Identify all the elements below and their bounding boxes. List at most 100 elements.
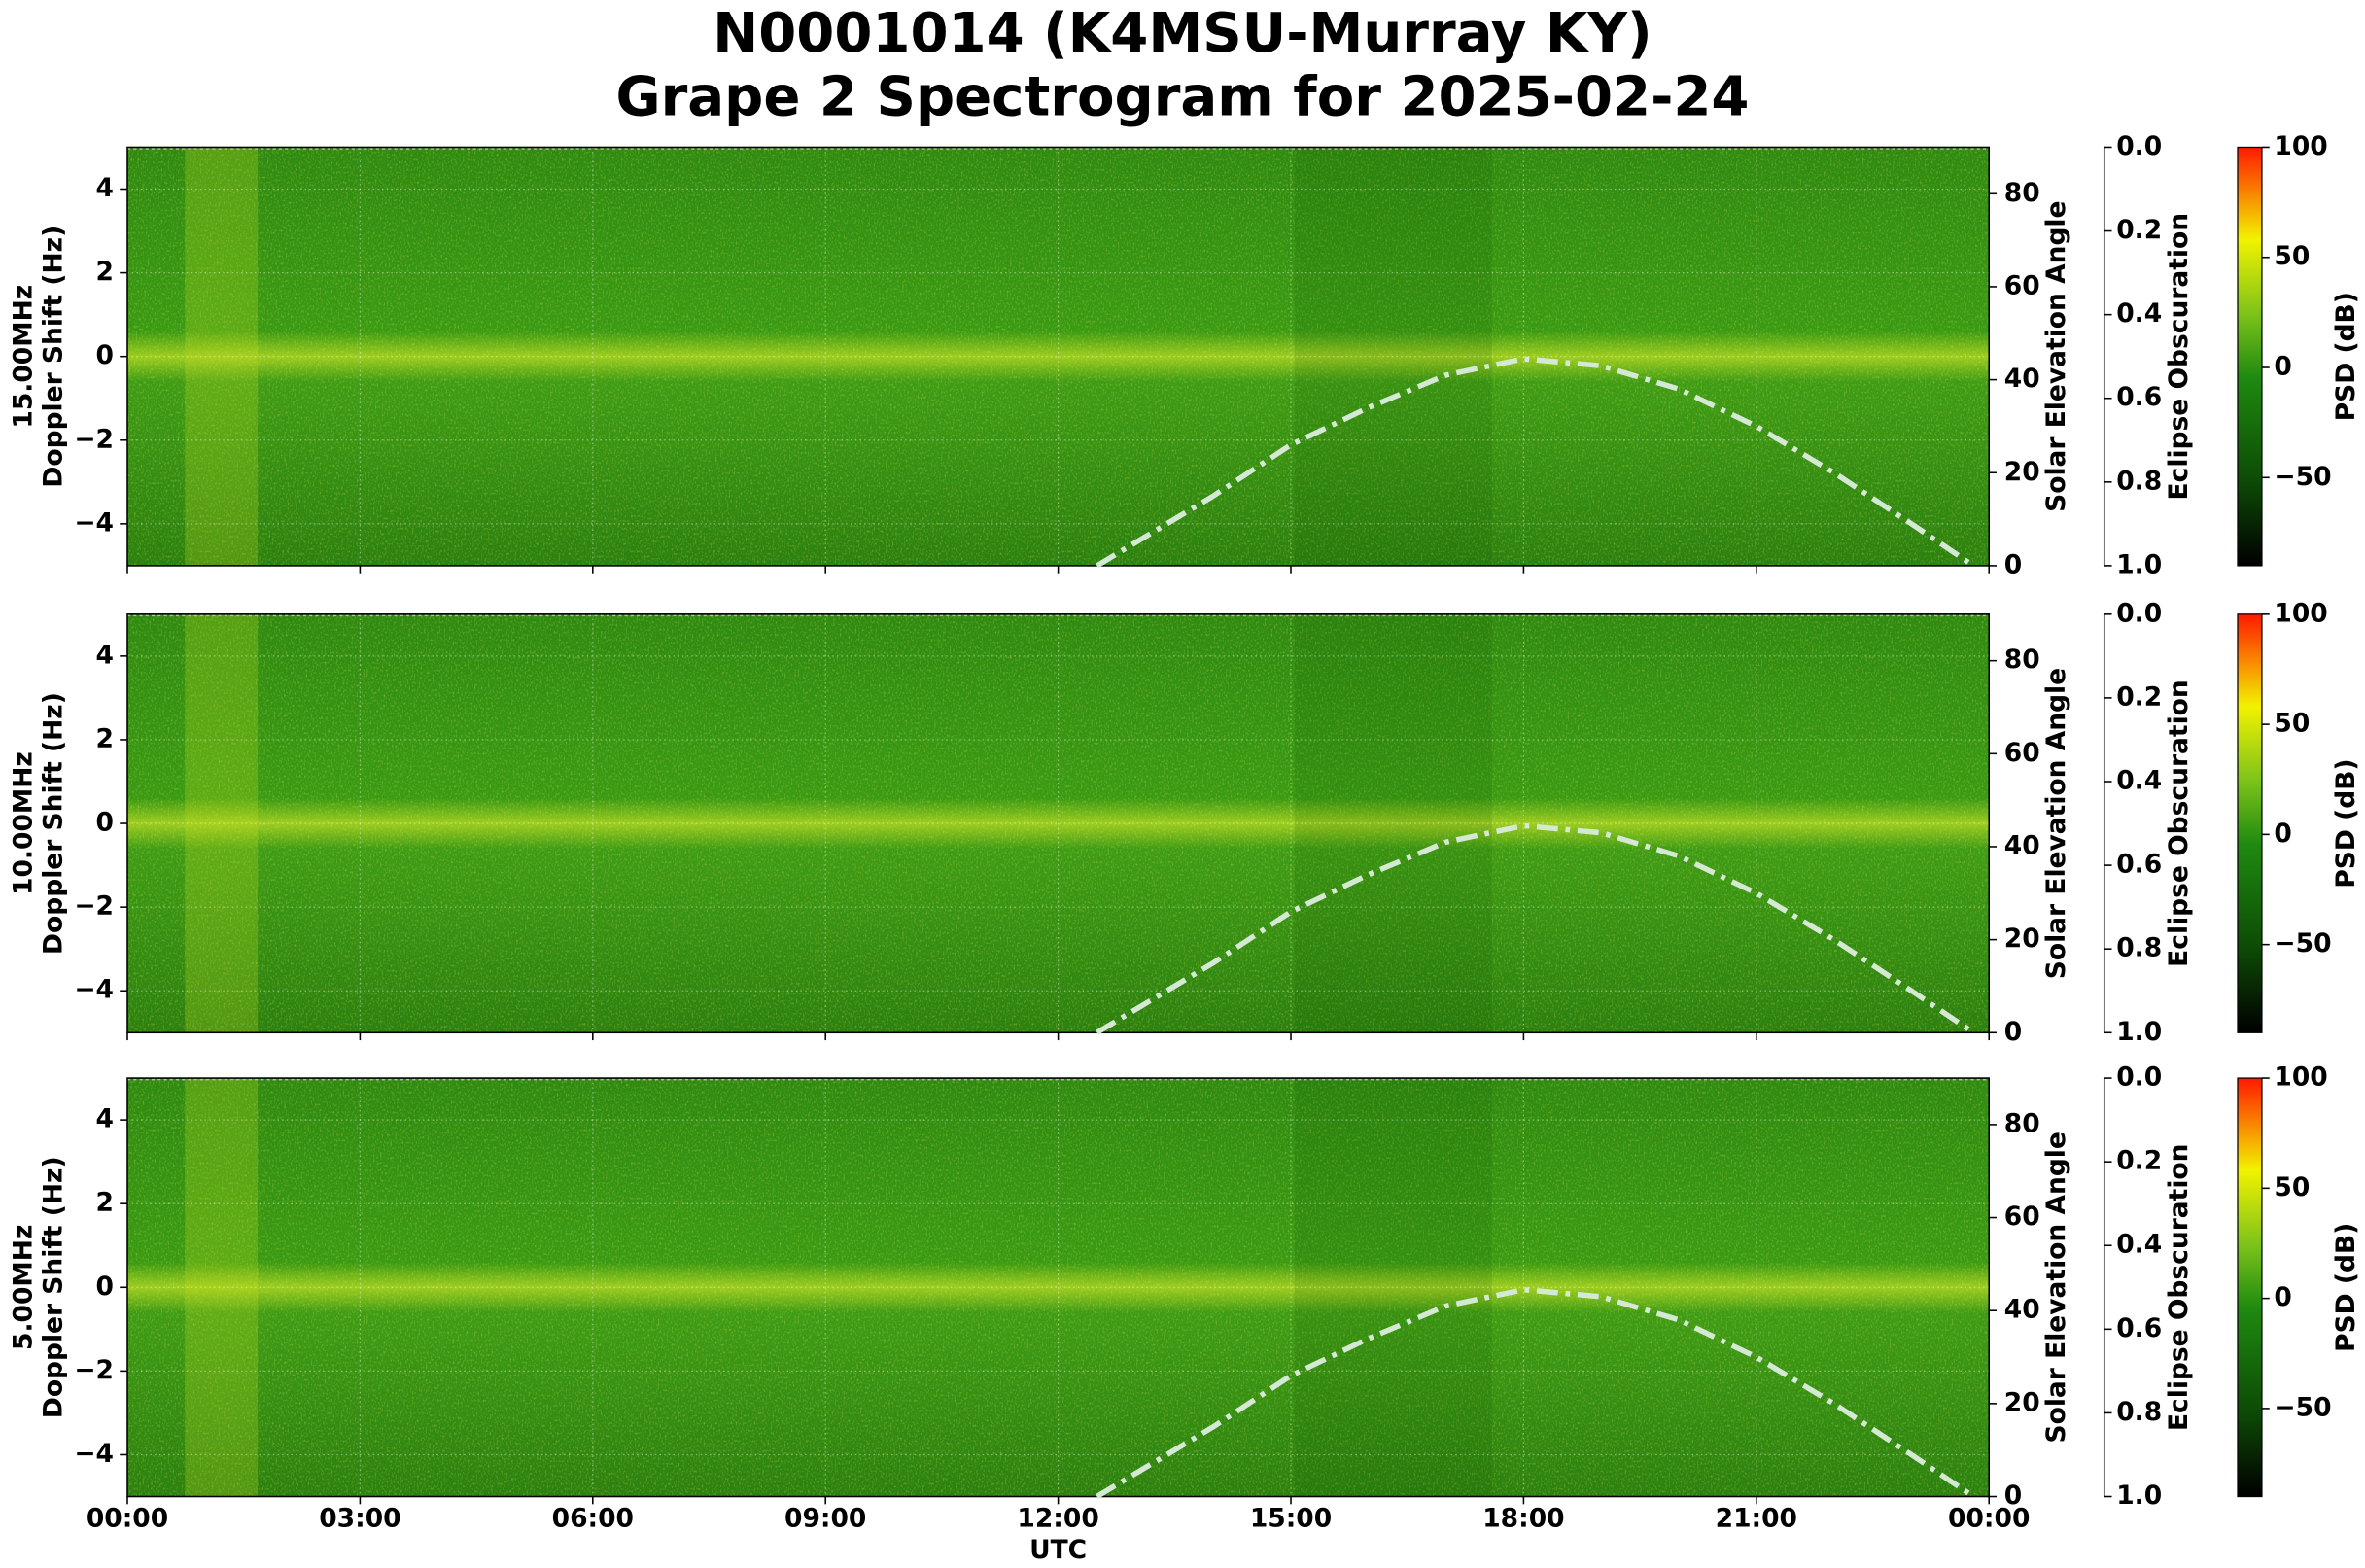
- y3-axis-label: Eclipse Obscuration: [2164, 213, 2194, 501]
- colorbar-label: PSD (dB): [2331, 1223, 2361, 1352]
- colorbar: [2237, 613, 2263, 1033]
- y-tick-label: 0: [96, 340, 114, 370]
- y2-tick-label: 0: [2004, 549, 2022, 579]
- colorbar-tick-label: 50: [2274, 709, 2310, 739]
- colorbar: [2237, 146, 2263, 567]
- solar-elevation-line: [1096, 356, 1975, 569]
- y3-axis-label: Eclipse Obscuration: [2164, 679, 2194, 967]
- y3-tick-label: 0.0: [2116, 1063, 2162, 1093]
- y2-tick-label: 0: [2004, 1481, 2022, 1511]
- y-axis-label: Doppler Shift (Hz): [39, 1156, 69, 1418]
- y-tick-label: −2: [74, 891, 114, 922]
- spectrogram-shade: [1294, 147, 1492, 566]
- y2-tick-label: 60: [2004, 1202, 2040, 1232]
- y3-axis-label: Eclipse Obscuration: [2164, 1144, 2194, 1432]
- colorbar-tick-label: 0: [2274, 1282, 2291, 1312]
- x-tick-label: 12:00: [1017, 1503, 1098, 1533]
- y3-tick-label: 0.2: [2116, 681, 2162, 712]
- x-tick-label: 09:00: [784, 1503, 866, 1533]
- y2-tick-label: 40: [2004, 830, 2040, 860]
- y3-tick-label: 1.0: [2116, 1481, 2162, 1511]
- spectrogram-noise: [127, 613, 1990, 1033]
- y3-tick-label: 0.8: [2116, 933, 2162, 963]
- y2-tick-label: 40: [2004, 364, 2040, 394]
- y-axis-label: Doppler Shift (Hz): [39, 226, 69, 488]
- y-tick-label: −2: [74, 1355, 114, 1385]
- y3-tick-label: 0.8: [2116, 466, 2162, 496]
- y-tick-label: 2: [96, 257, 114, 287]
- spectrogram-strip: [185, 613, 259, 1033]
- y3-tick-label: 0.6: [2116, 382, 2162, 412]
- x-tick-label: 18:00: [1482, 1503, 1564, 1533]
- y3-tick-label: 0.0: [2116, 131, 2162, 161]
- y3-tick-label: 0.0: [2116, 598, 2162, 628]
- solar-elevation-line: [1096, 1286, 1975, 1499]
- y3-tick-label: 0.4: [2116, 766, 2162, 796]
- colorbar-tick-label: 100: [2274, 1063, 2327, 1093]
- y3-tick-label: 0.6: [2116, 1313, 2162, 1343]
- y3-tick-label: 1.0: [2116, 1017, 2162, 1047]
- spectrogram-strip: [185, 147, 259, 566]
- y-tick-label: −4: [74, 1439, 114, 1469]
- plot-frame: [126, 613, 1990, 1034]
- x-tick-label: 21:00: [1716, 1503, 1797, 1533]
- y-tick-label: 2: [96, 723, 114, 753]
- colorbar-tick-label: 100: [2274, 598, 2327, 628]
- solar-elevation-line: [1096, 822, 1975, 1035]
- x-tick-label: 03:00: [319, 1503, 400, 1533]
- y2-tick-label: 80: [2004, 178, 2040, 208]
- colorbar-tick-label: 0: [2274, 352, 2291, 382]
- x-tick-label: 00:00: [87, 1503, 168, 1533]
- colorbar-tick-label: −50: [2274, 928, 2331, 958]
- y2-axis-label: Solar Elevation Angle: [2041, 201, 2071, 512]
- spectrogram-strip: [185, 1078, 259, 1497]
- x-tick-label: 00:00: [1948, 1503, 2030, 1533]
- y2-tick-label: 20: [2004, 457, 2040, 487]
- y3-tick-label: 0.4: [2116, 1230, 2162, 1260]
- y2-axis-label: Solar Elevation Angle: [2041, 668, 2071, 979]
- y2-tick-label: 40: [2004, 1295, 2040, 1325]
- y2-tick-label: 80: [2004, 1108, 2040, 1138]
- spectrogram-noise: [127, 147, 1990, 566]
- y-axis-label: 15.00MHz: [8, 285, 38, 429]
- y2-tick-label: 20: [2004, 1387, 2040, 1417]
- y-tick-label: 4: [96, 640, 114, 670]
- x-axis-label: UTC: [1029, 1535, 1087, 1565]
- y2-tick-label: 60: [2004, 270, 2040, 300]
- y3-tick-label: 0.2: [2116, 215, 2162, 245]
- plot-frame: [126, 1077, 1990, 1498]
- spectrogram-shade: [1294, 613, 1492, 1033]
- y-tick-label: 0: [96, 808, 114, 838]
- y3-tick-label: 0.6: [2116, 850, 2162, 880]
- spectrogram-noise: [127, 1078, 1990, 1497]
- colorbar-tick-label: 100: [2274, 131, 2327, 161]
- title: N0001014 (K4MSU-Murray KY): [713, 2, 1652, 65]
- colorbar: [2237, 1077, 2263, 1498]
- y-axis-label: 10.00MHz: [8, 751, 38, 895]
- y-tick-label: 4: [96, 173, 114, 203]
- y2-tick-label: 20: [2004, 923, 2040, 954]
- y3-tick-label: 1.0: [2116, 549, 2162, 579]
- y3-tick-label: 0.4: [2116, 298, 2162, 329]
- spectrogram-shade: [1294, 1078, 1492, 1497]
- y2-tick-label: 0: [2004, 1017, 2022, 1047]
- colorbar-tick-label: −50: [2274, 462, 2331, 492]
- colorbar-tick-label: 50: [2274, 1172, 2310, 1202]
- plot-frame: [126, 146, 1990, 567]
- y-tick-label: −4: [74, 975, 114, 1005]
- y3-tick-label: 0.8: [2116, 1397, 2162, 1427]
- colorbar-tick-label: −50: [2274, 1392, 2331, 1422]
- y-tick-label: −4: [74, 507, 114, 538]
- colorbar-label: PSD (dB): [2331, 758, 2361, 888]
- y-tick-label: 2: [96, 1188, 114, 1218]
- y2-axis-label: Solar Elevation Angle: [2041, 1132, 2071, 1443]
- title: Grape 2 Spectrogram for 2025-02-24: [616, 66, 1750, 129]
- x-tick-label: 15:00: [1250, 1503, 1332, 1533]
- y-axis-label: Doppler Shift (Hz): [39, 692, 69, 955]
- y-tick-label: 4: [96, 1104, 114, 1134]
- y-axis-label: 5.00MHz: [8, 1225, 38, 1350]
- y2-tick-label: 80: [2004, 645, 2040, 675]
- colorbar-tick-label: 50: [2274, 241, 2310, 271]
- y3-tick-label: 0.2: [2116, 1146, 2162, 1176]
